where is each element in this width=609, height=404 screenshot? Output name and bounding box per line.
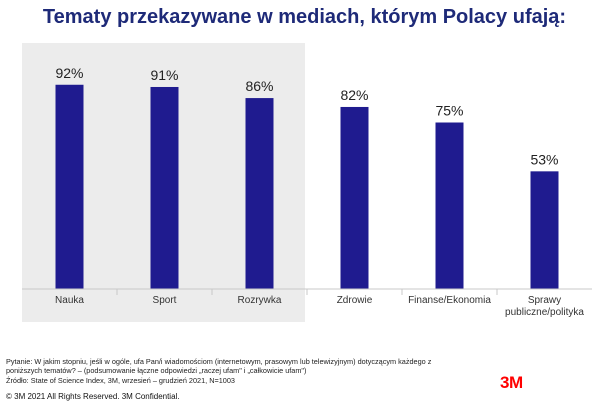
category-label-finanse-ekonomia: Finanse/Ekonomia [408,295,491,306]
footnote-question-line-2: poniższych tematów? – (podsumowanie łącz… [6,366,307,376]
footnote-source: Źródło: State of Science Index, 3M, wrze… [6,375,235,385]
category-label-sport: Sport [153,295,177,306]
category-label-sprawy-publiczne-polityka-line-1: Sprawy [528,295,561,306]
category-label-rozrywka: Rozrywka [238,295,282,306]
bar-finanse-ekonomia [435,122,464,289]
bar-nauka [55,84,84,289]
value-label-rozrywka: 86% [245,78,273,94]
value-label-zdrowie: 82% [340,87,368,103]
footnote: Pytanie: W jakim stopniu, jeśli w ogóle,… [6,357,526,385]
footnote-question-line-1: Pytanie: W jakim stopniu, jeśli w ogóle,… [6,357,432,366]
bar-sport [150,86,179,289]
value-label-sport: 91% [150,67,178,83]
value-label-finanse-ekonomia: 75% [435,103,463,119]
bar-chart: 92% Nauka 91% Sport 86% Rozrywka 82% Zdrowie 75%… [22,65,592,318]
brand-logo: 3M [500,373,523,392]
category-label-zdrowie: Zdrowie [337,295,373,306]
bar-sprawy-publiczne-polityka [530,171,559,289]
copyright-text: © 3M 2021 All Rights Reserved. 3M Confid… [6,392,180,401]
bar-rozrywka [245,98,274,289]
bar-zdrowie [340,106,369,290]
chart-title: Tematy przekazywane w mediach, którym Po… [42,6,567,28]
value-label-nauka: 92% [55,65,83,81]
category-label-nauka: Nauka [55,295,84,306]
value-label-sprawy-publiczne-polityka: 53% [530,151,558,167]
category-label-sprawy-publiczne-polityka-line-2: publiczne/polityka [505,307,584,318]
